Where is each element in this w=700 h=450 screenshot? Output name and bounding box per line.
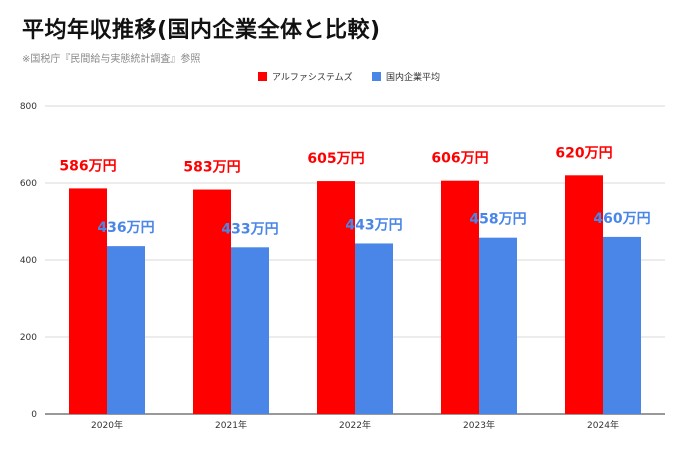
legend: アルファシステムズ 国内企業平均 [258,71,440,83]
bar-1-2020年 [69,188,107,414]
bar-2-2022年 [355,243,393,414]
y-tick-label: 400 [20,256,37,266]
x-axis-ticks: 2020年 2021年 2022年 2023年 2024年 [91,419,619,431]
bar-2-2021年 [231,247,269,414]
x-tick-label: 2023年 [463,419,495,431]
legend-swatch-2 [372,72,381,81]
x-tick-label: 2020年 [91,419,123,431]
bar-2-2023年 [479,237,517,414]
x-tick-label: 2021年 [215,419,247,431]
y-tick-label: 800 [20,102,37,112]
bar-1-2023年 [441,180,479,414]
legend-label-2: 国内企業平均 [386,71,440,83]
x-tick-label: 2022年 [339,419,371,431]
bars [69,175,641,414]
chart-subtitle: ※国税庁『民間給与実態統計調査』参照 [22,54,201,65]
data-label-1-2021年: 583万円 [183,160,240,176]
y-tick-label: 200 [20,333,37,343]
bar-1-2021年 [193,189,231,414]
bar-2-2020年 [107,246,145,414]
bar-2-2024年 [603,236,641,414]
data-label-2-2023年: 458万円 [469,212,526,228]
data-label-1-2020年: 586万円 [59,158,116,174]
data-label-1-2022年: 605万円 [307,151,364,167]
y-tick-label: 600 [20,179,37,189]
x-tick-label: 2024年 [587,419,619,431]
y-tick-label: 0 [31,410,37,420]
data-label-1-2023年: 606万円 [431,151,488,167]
bar-1-2022年 [317,181,355,414]
data-label-1-2024年: 620万円 [555,145,612,161]
chart-title: 平均年収推移(国内企業全体と比較) [22,18,381,43]
y-axis-ticks: 0 200 400 600 800 [20,102,37,420]
data-label-2-2021年: 433万円 [221,221,278,237]
data-label-2-2024年: 460万円 [593,211,650,227]
bar-1-2024年 [565,175,603,414]
legend-label-1: アルファシステムズ [272,71,353,83]
data-label-2-2022年: 443万円 [345,217,402,233]
data-label-2-2020年: 436万円 [97,220,154,236]
legend-swatch-1 [258,72,267,81]
data-labels: 586万円 436万円 583万円 433万円 605万円 443万円 606万円 458万円… [59,145,650,237]
